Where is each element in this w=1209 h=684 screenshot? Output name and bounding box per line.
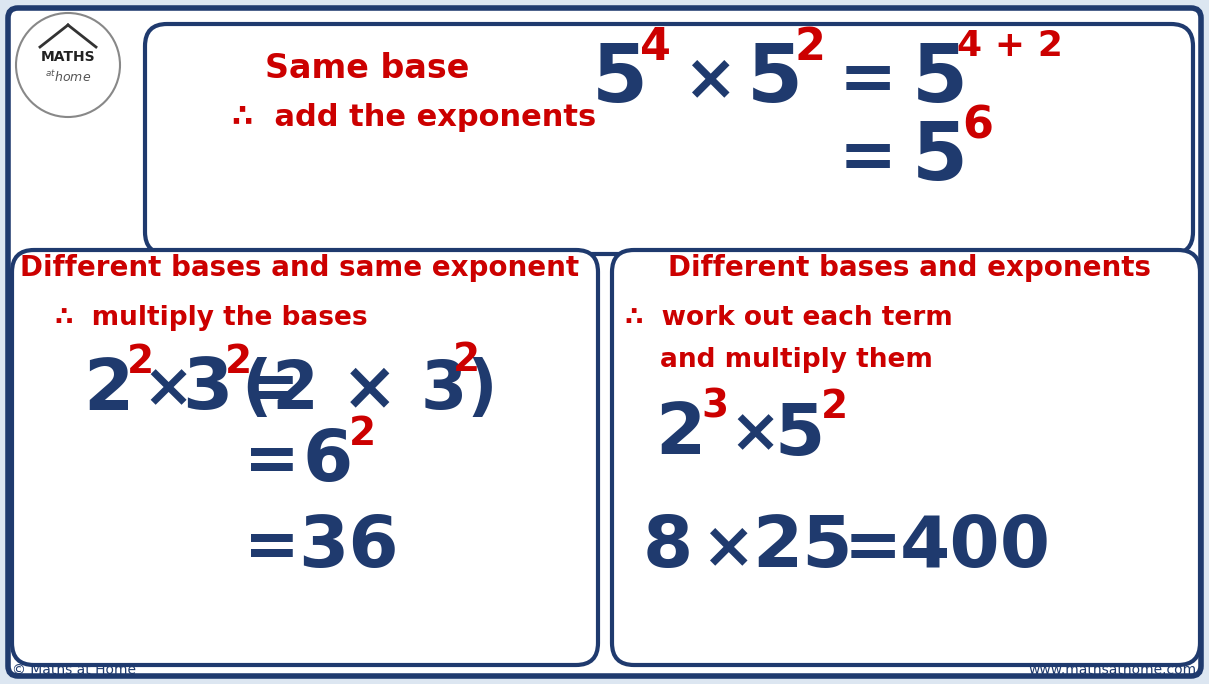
Text: =: = <box>244 357 300 423</box>
Text: 5: 5 <box>912 41 968 119</box>
Text: 5: 5 <box>912 119 968 197</box>
FancyBboxPatch shape <box>145 24 1193 254</box>
Text: Different bases and exponents: Different bases and exponents <box>669 254 1151 282</box>
Text: 2: 2 <box>127 343 154 381</box>
Text: ×: × <box>143 360 193 419</box>
Text: ×: × <box>729 406 781 464</box>
Text: Same base: Same base <box>265 51 469 85</box>
Text: ×: × <box>701 517 754 579</box>
Text: and multiply them: and multiply them <box>660 347 933 373</box>
Text: 2: 2 <box>83 356 133 425</box>
Text: =: = <box>839 47 897 114</box>
Text: 2: 2 <box>655 401 705 469</box>
Circle shape <box>16 13 120 117</box>
Text: 36: 36 <box>297 514 398 583</box>
Text: 3: 3 <box>181 356 232 425</box>
Text: 3: 3 <box>701 388 729 426</box>
Text: =: = <box>844 514 902 581</box>
Text: 6: 6 <box>303 428 353 497</box>
Text: ×: × <box>683 49 736 111</box>
Text: =: = <box>244 429 300 495</box>
Text: www.mathsathome.com: www.mathsathome.com <box>1029 663 1197 677</box>
FancyBboxPatch shape <box>8 8 1201 676</box>
Text: © Maths at Home: © Maths at Home <box>12 663 135 677</box>
Text: =: = <box>839 124 897 192</box>
Text: 5: 5 <box>747 41 803 119</box>
Text: 2: 2 <box>225 343 251 381</box>
Text: Different bases and same exponent: Different bases and same exponent <box>21 254 579 282</box>
Text: 6: 6 <box>962 105 994 148</box>
Text: ∴  work out each term: ∴ work out each term <box>625 305 953 331</box>
Text: MATHS: MATHS <box>41 50 96 64</box>
Text: 4: 4 <box>640 27 671 70</box>
Text: 2: 2 <box>794 27 826 70</box>
Text: 5: 5 <box>592 41 648 119</box>
Text: =: = <box>244 515 300 581</box>
Text: ∴  multiply the bases: ∴ multiply the bases <box>54 305 368 331</box>
Text: 2: 2 <box>348 415 376 453</box>
FancyBboxPatch shape <box>612 250 1201 665</box>
Text: 2: 2 <box>821 388 848 426</box>
Text: 5: 5 <box>775 401 825 469</box>
Text: 2: 2 <box>452 341 480 379</box>
Text: 8: 8 <box>643 514 693 583</box>
Text: (2 × 3): (2 × 3) <box>242 357 498 423</box>
Text: 25: 25 <box>752 514 852 583</box>
Text: 4 + 2: 4 + 2 <box>958 29 1063 63</box>
Text: 400: 400 <box>899 514 1051 583</box>
Text: ∴  add the exponents: ∴ add the exponents <box>232 103 596 133</box>
FancyBboxPatch shape <box>12 250 598 665</box>
Text: $^{at}$home: $^{at}$home <box>45 69 91 85</box>
